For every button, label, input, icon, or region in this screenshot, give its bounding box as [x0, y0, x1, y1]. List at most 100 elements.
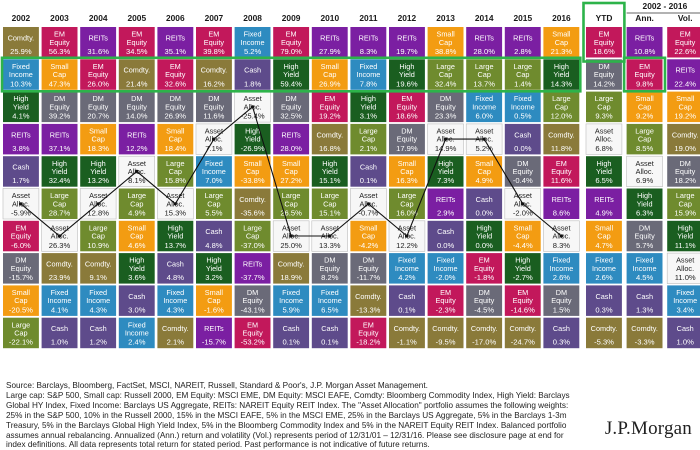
cell-2013-cash: Cash 0.0% [427, 220, 464, 252]
cell-box [626, 285, 663, 316]
cell-name-line1: Asset [676, 256, 694, 265]
cell-name: Cash [128, 292, 145, 301]
cell-value: 0.3% [553, 338, 571, 347]
cell-name-line1: DM [639, 223, 650, 232]
cell-value: 14.9% [435, 144, 457, 153]
cell-name-line1: Small [12, 288, 31, 297]
cell-name-line1: Large [513, 62, 532, 71]
cell-box [427, 59, 464, 90]
cell-box [3, 220, 39, 252]
asset-allocation-point [251, 105, 255, 109]
cell-name-line2: Equity [474, 296, 495, 305]
cell-name-line2: Equity [675, 167, 696, 176]
cell-value: 22.6% [674, 47, 696, 56]
cell-name: Comdty. [162, 324, 189, 333]
cell-name-line2: Yield [283, 70, 299, 79]
cell-name-line1: EM [15, 223, 26, 232]
cell-name-line1: Small [243, 159, 262, 168]
cell-name-line2: Cap [246, 232, 259, 241]
cell-name-line1: EM [54, 30, 65, 39]
cell-name-line1: EM [324, 94, 335, 103]
cell-box [626, 253, 663, 284]
header-year-2009: 2009 [282, 13, 301, 23]
cell-name: REITs [88, 33, 108, 42]
cell-name-line1: High [91, 159, 106, 168]
cell-box [80, 59, 117, 90]
cell-name-line2: Cap [246, 167, 259, 176]
cell-box [311, 27, 348, 58]
cell-box [3, 91, 39, 123]
cell-name: Comdty. [631, 324, 658, 333]
cell-box [234, 317, 271, 349]
cell-name-line1: High [399, 62, 414, 71]
cell-value: 10.3% [10, 79, 32, 88]
cell-name: REITs [11, 130, 31, 139]
cell-box [350, 59, 387, 90]
asset-allocation-point [444, 137, 448, 141]
cell-value: -11.7% [357, 273, 381, 282]
cell-box [157, 156, 194, 187]
cell-name-line1: Large [436, 62, 455, 71]
cell-value: -14.6% [511, 305, 535, 314]
cell-name-line2: Cap [362, 232, 375, 241]
cell-2008-comdty: Comdty. -35.6% [234, 188, 271, 219]
ann-highlight-box [622, 56, 667, 93]
cell-name-line2: Yield [553, 70, 569, 79]
cell-2003-reits: REITs 37.1% [41, 123, 78, 155]
cell-box [667, 220, 700, 252]
cell-box [3, 123, 39, 155]
cell-box [3, 285, 39, 316]
cell-box [196, 59, 232, 90]
cell-name-line2: Cap [597, 232, 610, 241]
cell-name-line1: Large [676, 191, 695, 200]
cell-name: Comdty. [672, 130, 699, 139]
cell-name-line1: Asset [243, 94, 261, 103]
cell-box [543, 253, 580, 284]
cell-name-line2: Equity [435, 102, 456, 111]
cell-name-line1: High [637, 191, 652, 200]
cell-value: 32.4% [435, 79, 457, 88]
cell-name-line1: Fixed [636, 256, 654, 265]
cell-value: 14.0% [126, 112, 148, 121]
ytd-highlight-box [582, 1, 626, 63]
cell-name-line1: DM [680, 159, 691, 168]
cell-value: 27.9% [319, 47, 341, 56]
cell-box [196, 285, 232, 316]
cell-value: 10.8% [634, 47, 656, 56]
cell-value: 1.0% [51, 338, 69, 347]
cell-name-line2: Equity [49, 38, 70, 47]
cell-name-line2: Cap [130, 199, 143, 208]
header-layer: 2002 2003 2004 2005 2006 2007 2008 2009 2010 2011… [12, 1, 700, 23]
cell-value: 2.1% [360, 144, 378, 153]
cell-name-line2: Equity [594, 70, 615, 79]
cell-2009-reits: REITs 28.0% [273, 123, 310, 155]
cell-value: 25.0% [280, 241, 302, 250]
cell-box [3, 156, 39, 187]
cell-value: 12.8% [87, 209, 109, 218]
cell-value: -5.9% [11, 209, 31, 218]
cell-name-line1: EM [170, 62, 181, 71]
cell-box [234, 285, 271, 316]
cell-name-line1: High [206, 256, 221, 265]
cell-name-line1: Fixed [89, 288, 107, 297]
cell-value: 0.0% [437, 241, 455, 250]
cell-box [389, 188, 425, 219]
cell-box [543, 188, 580, 219]
cell-name: Cash [90, 324, 107, 333]
cell-name-line1: Asset [398, 223, 416, 232]
cell-value: 8.3% [553, 241, 571, 250]
cell-name-line2: Yield [13, 102, 29, 111]
cell-name-line1: Large [166, 159, 185, 168]
